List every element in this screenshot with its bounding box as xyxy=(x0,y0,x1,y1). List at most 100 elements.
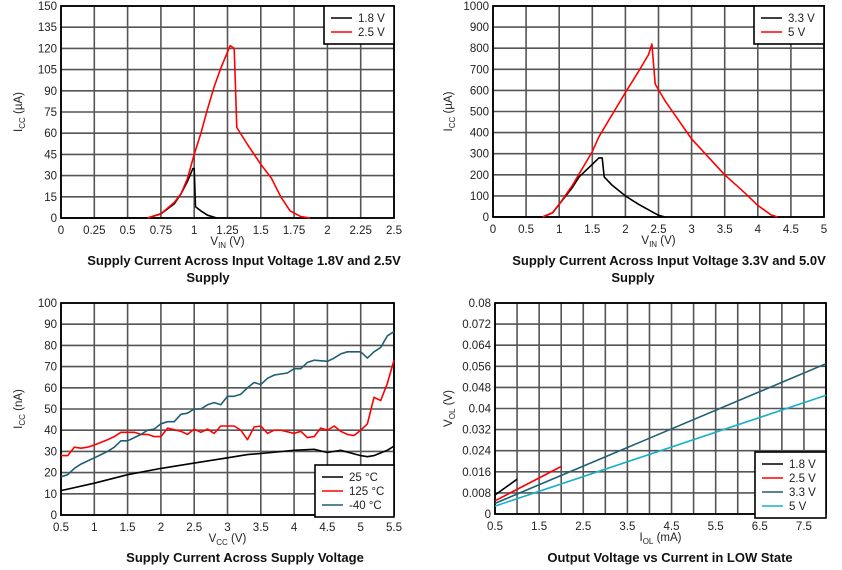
y-tick-label: 500 xyxy=(470,107,489,119)
y-tick-label: 20 xyxy=(44,468,57,480)
legend-label: 2.5 V xyxy=(789,473,816,485)
y-axis-label: VOL (V) xyxy=(443,390,457,427)
y-tick-label: 0.008 xyxy=(462,488,491,500)
x-tick-label: 1 xyxy=(556,224,562,236)
x-tick-label: 1 xyxy=(91,522,97,534)
x-tick-label: 2.5 xyxy=(386,225,402,237)
x-tick-label: 0 xyxy=(490,224,496,236)
x-tick-label: 2 xyxy=(324,225,330,237)
series-line-3-3-V xyxy=(494,362,827,505)
legend: 25 °C 125 °C -40 °C xyxy=(314,464,395,518)
y-tick-label: 45 xyxy=(44,149,57,161)
chart-title: Output Voltage vs Current in LOW State xyxy=(547,550,792,565)
y-tick-label: 105 xyxy=(38,65,57,77)
y-tick-label: 600 xyxy=(470,85,489,97)
y-axis-label-unit: (V) xyxy=(443,390,455,409)
y-tick-label: 0 xyxy=(485,509,491,521)
x-axis-label-unit: (V) xyxy=(228,533,247,545)
x-axis-label-main: V xyxy=(641,235,649,247)
y-tick-label: 90 xyxy=(44,319,57,331)
x-tick-label: 4 xyxy=(291,522,298,534)
y-axis-label-unit: (µA) xyxy=(13,92,25,117)
x-tick-label: 3.5 xyxy=(717,224,733,236)
y-tick-label: 80 xyxy=(44,340,57,352)
series-line-25-C xyxy=(60,445,395,492)
plot-frame xyxy=(60,5,395,219)
y-axis-label: ICC (µA) xyxy=(13,92,27,132)
series-line-1-8-V xyxy=(494,478,518,496)
series-line--40-C xyxy=(60,330,395,478)
y-tick-label: 900 xyxy=(470,22,489,34)
x-axis-label-unit: (V) xyxy=(657,235,676,247)
y-tick-label: 400 xyxy=(470,128,489,140)
x-tick-label: 1.5 xyxy=(584,224,600,236)
y-axis-label-unit: (µA) xyxy=(443,91,455,116)
legend-label: 2.5 V xyxy=(358,27,385,39)
y-tick-label: 0.072 xyxy=(462,319,491,331)
chart-title: Supply Current Across Supply Voltage xyxy=(126,550,364,565)
x-tick-label: 2.25 xyxy=(350,225,372,237)
x-tick-label: 2.5 xyxy=(575,521,591,533)
series-line-125-C xyxy=(61,359,395,457)
x-tick-label: 4.5 xyxy=(319,522,335,534)
chart-4: 0.5 1.5 2.5 3.5 4.5 5.5 6.5 7.5 0 0.008 0.016 0.024… xyxy=(443,298,827,565)
y-tick-label: 0 xyxy=(51,510,57,522)
x-tick-label: 5.5 xyxy=(708,521,724,533)
chart-2: 0 0.5 1 1.5 2 2.5 3 3.5 4 4.5 5 0 100 200 300 400 500 600… xyxy=(443,1,827,285)
legend-box xyxy=(323,5,395,45)
legend-box xyxy=(754,451,827,519)
chart-title: Supply xyxy=(611,270,655,285)
x-tick-label: 0 xyxy=(58,225,64,237)
x-axis-label-sub: CC xyxy=(216,538,228,547)
x-tick-label: 2 xyxy=(622,224,628,236)
x-tick-label: 0.25 xyxy=(83,225,105,237)
x-axis-label-unit: (mA) xyxy=(653,532,681,544)
x-tick-label: 0.5 xyxy=(518,224,534,236)
x-tick-label: 1.5 xyxy=(120,522,136,534)
y-tick-label: 0.032 xyxy=(462,425,491,437)
y-tick-label: 60 xyxy=(44,383,57,395)
y-tick-label: 300 xyxy=(470,149,489,161)
y-axis-label-main: I xyxy=(13,129,25,132)
y-tick-label: 15 xyxy=(44,192,57,204)
series-line-3-3-V xyxy=(493,157,666,218)
x-tick-label: 1.5 xyxy=(253,225,269,237)
y-tick-label: 70 xyxy=(44,362,57,374)
y-tick-label: 1000 xyxy=(463,1,489,13)
y-tick-label: 700 xyxy=(470,64,489,76)
x-axis-label-main: V xyxy=(210,236,218,248)
x-tick-label: 4.5 xyxy=(783,224,799,236)
series-line-5-V xyxy=(542,43,778,218)
y-tick-label: 0.056 xyxy=(462,361,491,373)
x-tick-label: 6.5 xyxy=(752,521,768,533)
legend-label: 3.3 V xyxy=(789,487,816,499)
y-tick-label: 10 xyxy=(44,489,57,501)
legend-label: 5 V xyxy=(789,501,807,513)
y-tick-label: 0.024 xyxy=(462,446,491,458)
x-tick-label: 3 xyxy=(224,522,230,534)
chart-1: 0 0.25 0.5 0.75 1 1.25 1.5 1.75 2 2.25 2.5 0 15 30 45 6… xyxy=(13,1,402,285)
legend: 3.3 V 5 V xyxy=(753,5,825,45)
x-axis-label-unit: (V) xyxy=(226,236,245,248)
legend: 1.8 V 2.5 V xyxy=(323,5,395,45)
y-tick-label: 0 xyxy=(483,212,489,224)
x-tick-label: 3.5 xyxy=(253,522,269,534)
x-tick-label: 1.25 xyxy=(216,225,238,237)
y-tick-label: 60 xyxy=(44,128,57,140)
y-axis-label-sub: CC xyxy=(18,117,27,129)
y-tick-label: 0.04 xyxy=(469,404,492,416)
x-axis-label: IOL (mA) xyxy=(640,532,682,546)
x-axis-label-main: I xyxy=(640,532,643,544)
plot-frame xyxy=(492,5,825,218)
x-tick-label: 0.5 xyxy=(487,521,503,533)
y-tick-label: 30 xyxy=(44,446,57,458)
x-axis-label: VCC (V) xyxy=(209,533,247,547)
y-tick-label: 0.048 xyxy=(462,382,491,394)
y-axis-label-main: I xyxy=(443,128,455,131)
y-tick-label: 150 xyxy=(38,1,57,13)
legend-label: 1.8 V xyxy=(789,459,816,471)
x-tick-label: 4.5 xyxy=(664,521,680,533)
x-tick-label: 3.5 xyxy=(619,521,635,533)
y-axis-label-main: I xyxy=(13,426,25,429)
